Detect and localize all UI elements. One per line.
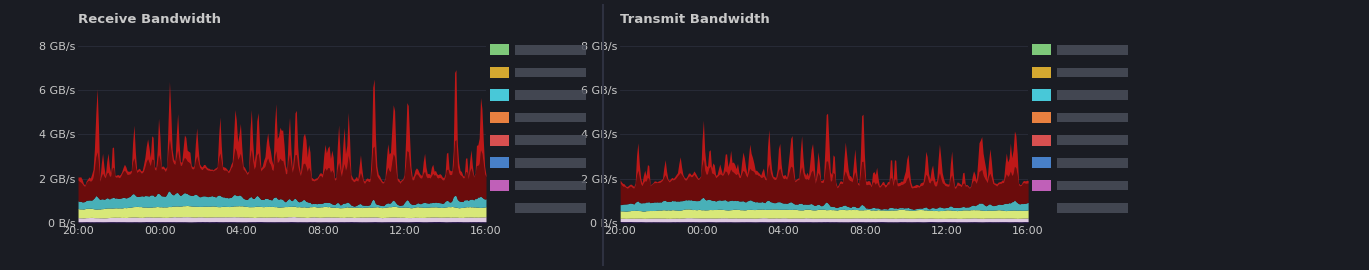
Text: Transmit Bandwidth: Transmit Bandwidth (620, 13, 769, 26)
Text: Receive Bandwidth: Receive Bandwidth (78, 13, 220, 26)
